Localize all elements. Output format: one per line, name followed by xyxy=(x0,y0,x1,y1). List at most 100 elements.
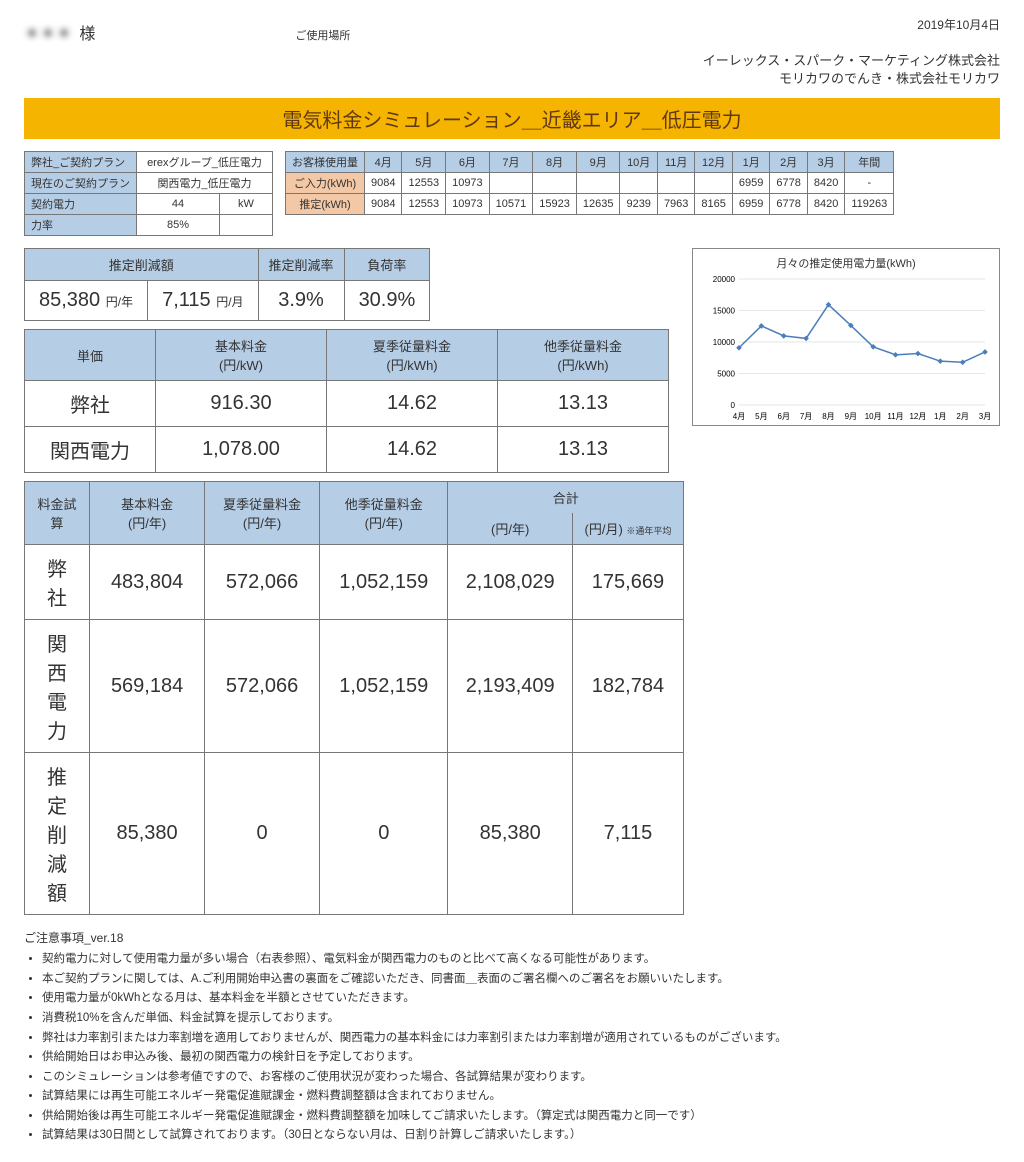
usage-cell: 10973 xyxy=(446,194,490,215)
usage-cell: 7963 xyxy=(657,194,694,215)
usage-cell xyxy=(620,173,657,194)
svg-text:7月: 7月 xyxy=(800,412,812,421)
summary-value: 7,115 円/月 xyxy=(148,281,258,321)
usage-month-header: 11月 xyxy=(657,152,694,173)
usage-cell: 8420 xyxy=(807,194,844,215)
price-header: 単価 xyxy=(25,330,156,381)
usage-month-header: 4月 xyxy=(365,152,402,173)
usage-month-header: 1月 xyxy=(732,152,769,173)
plan-row-value: 85% xyxy=(137,215,220,236)
calc-header: 料金試算 xyxy=(25,482,90,545)
svg-text:3月: 3月 xyxy=(979,412,991,421)
usage-cell xyxy=(576,173,620,194)
usage-month-header: 10月 xyxy=(620,152,657,173)
svg-text:2月: 2月 xyxy=(956,412,968,421)
calc-cell: 572,066 xyxy=(205,620,320,753)
svg-text:12月: 12月 xyxy=(909,412,926,421)
usage-cell: 6778 xyxy=(770,173,807,194)
usage-cell xyxy=(533,173,577,194)
calc-cell: 182,784 xyxy=(572,620,683,753)
svg-text:6月: 6月 xyxy=(778,412,790,421)
svg-text:11月: 11月 xyxy=(887,412,903,421)
usage-cell: 9084 xyxy=(365,173,402,194)
svg-text:9月: 9月 xyxy=(845,412,857,421)
plan-row-label: 現在のご契約プラン xyxy=(25,173,137,194)
usage-cell: 6959 xyxy=(732,173,769,194)
usage-row-label: ご入力(kWh) xyxy=(286,173,365,194)
plan-table: 弊社_ご契約プランerexグループ_低圧電力現在のご契約プラン関西電力_低圧電力… xyxy=(24,151,273,236)
calc-cell: 85,380 xyxy=(448,753,572,915)
price-cell: 1,078.00 xyxy=(156,427,327,473)
note-item: 弊社は力率割引または力率割増を適用しておりませんが、関西電力の基本料金には力率割… xyxy=(42,1029,1000,1049)
usage-cell: 119263 xyxy=(845,194,894,215)
plan-row-label: 力率 xyxy=(25,215,137,236)
usage-cell: 9084 xyxy=(365,194,402,215)
note-item: 消費税10%を含んだ単価、料金試算を提示しております。 xyxy=(42,1009,1000,1029)
svg-text:8月: 8月 xyxy=(822,412,834,421)
price-header: 基本料金 (円/kW) xyxy=(156,330,327,381)
note-item: 供給開始日はお申込み後、最初の関西電力の検針日を予定しております。 xyxy=(42,1048,1000,1068)
calc-cell: 175,669 xyxy=(572,545,683,620)
calc-cell: 1,052,159 xyxy=(320,620,448,753)
usage-cell xyxy=(489,173,533,194)
usage-cell: 8165 xyxy=(695,194,732,215)
company-2: モリカワのでんき・株式会社モリカワ xyxy=(24,70,1000,88)
unit-price-table: 単価基本料金 (円/kW)夏季従量料金 (円/kWh)他季従量料金 (円/kWh… xyxy=(24,329,669,473)
svg-text:0: 0 xyxy=(731,401,736,410)
usage-month-header: 年間 xyxy=(845,152,894,173)
note-item: 試算結果は30日間として試算されております。（30日とならない月は、日割り計算し… xyxy=(42,1126,1000,1146)
price-cell: 14.62 xyxy=(327,381,498,427)
usage-row-label: 推定(kWh) xyxy=(286,194,365,215)
plan-row-label: 契約電力 xyxy=(25,194,137,215)
note-item: 契約電力に対して使用電力量が多い場合（右表参照）、電気料金が関西電力のものと比べ… xyxy=(42,950,1000,970)
plan-row-value: 44 xyxy=(137,194,220,215)
customer-name: ＊＊＊ xyxy=(24,26,72,43)
calc-subheader: (円/年) xyxy=(448,513,572,545)
calculation-table: 料金試算基本料金 (円/年)夏季従量料金 (円/年)他季従量料金 (円/年)合計… xyxy=(24,481,684,915)
notes-title: ご注意事項_ver.18 xyxy=(24,929,1000,946)
calc-row-label: 推定削減額 xyxy=(25,753,90,915)
price-cell: 13.13 xyxy=(498,427,669,473)
calc-cell: 2,193,409 xyxy=(448,620,572,753)
svg-text:20000: 20000 xyxy=(713,275,736,284)
summary-value: 3.9% xyxy=(258,281,344,321)
calc-header: 基本料金 (円/年) xyxy=(90,482,205,545)
svg-text:5000: 5000 xyxy=(717,370,735,379)
usage-cell: 12553 xyxy=(402,173,446,194)
summary-table: 推定削減額推定削減率負荷率85,380 円/年7,115 円/月3.9%30.9… xyxy=(24,248,430,321)
svg-text:5月: 5月 xyxy=(755,412,767,421)
customer-suffix: 様 xyxy=(79,26,95,43)
usage-month-header: 9月 xyxy=(576,152,620,173)
calc-cell: 1,052,159 xyxy=(320,545,448,620)
svg-text:4月: 4月 xyxy=(733,412,745,421)
usage-cell: 10973 xyxy=(446,173,490,194)
calc-row-label: 関西電力 xyxy=(25,620,90,753)
plan-row-unit: kW xyxy=(220,194,273,215)
price-cell: 916.30 xyxy=(156,381,327,427)
usage-cell: 10571 xyxy=(489,194,533,215)
calc-cell: 2,108,029 xyxy=(448,545,572,620)
usage-month-header: 2月 xyxy=(770,152,807,173)
summary-header: 推定削減額 xyxy=(25,249,259,281)
calc-cell: 572,066 xyxy=(205,545,320,620)
header-row: ＊＊＊ 様 ご使用場所 2019年10月4日 xyxy=(24,16,1000,44)
usage-cell: 9239 xyxy=(620,194,657,215)
summary-value: 30.9% xyxy=(344,281,430,321)
svg-text:15000: 15000 xyxy=(713,307,736,316)
note-item: 供給開始後は再生可能エネルギー発電促進賦課金・燃料費調整額を加味してご請求いたし… xyxy=(42,1107,1000,1127)
calc-cell: 483,804 xyxy=(90,545,205,620)
customer-line: ＊＊＊ 様 ご使用場所 xyxy=(24,20,350,44)
price-row-label: 関西電力 xyxy=(25,427,156,473)
note-item: 使用電力量が0kWhとなる月は、基本料金を半額とさせていただきます。 xyxy=(42,989,1000,1009)
summary-header: 推定削減率 xyxy=(258,249,344,281)
usage-month-header: 5月 xyxy=(402,152,446,173)
calc-header: 合計 xyxy=(448,482,684,514)
usage-cell xyxy=(695,173,732,194)
usage-cell: - xyxy=(845,173,894,194)
usage-cell xyxy=(657,173,694,194)
usage-cell: 6778 xyxy=(770,194,807,215)
usage-line-chart: 050001000015000200004月5月6月7月8月9月10月11月12… xyxy=(701,273,991,423)
calc-header: 夏季従量料金 (円/年) xyxy=(205,482,320,545)
plan-row-unit xyxy=(220,215,273,236)
summary-header: 負荷率 xyxy=(344,249,430,281)
